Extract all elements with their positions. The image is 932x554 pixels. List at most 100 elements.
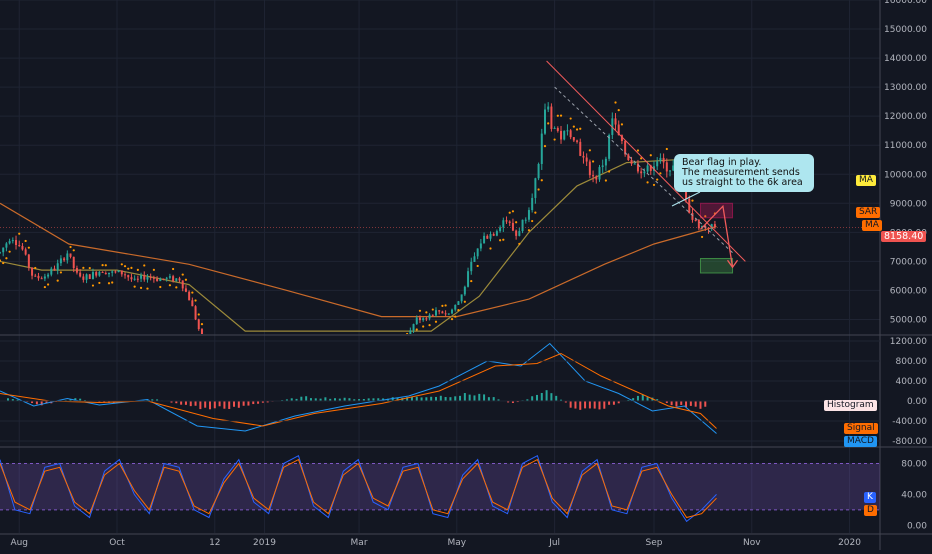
- candle-body: [28, 255, 30, 268]
- sar-dot: [512, 210, 514, 212]
- histogram-bar: [300, 397, 302, 401]
- candle-body: [489, 234, 491, 239]
- sar-dot: [73, 249, 75, 251]
- candle-body: [544, 109, 546, 133]
- histogram-bar: [454, 396, 456, 401]
- last-price-tag: 8158.40: [881, 231, 926, 242]
- ma-mid-tag: MA: [862, 220, 882, 231]
- candle-body: [44, 276, 46, 278]
- candle-body: [605, 159, 607, 166]
- candle-body: [41, 278, 43, 279]
- stoch-tick-label: 40.00: [901, 490, 927, 500]
- macd-tick-label: -800.00: [892, 437, 927, 447]
- sar-dot: [28, 247, 30, 249]
- sar-tag: SAR: [856, 207, 880, 218]
- candle-body: [121, 270, 123, 274]
- price-tick-label: 15000.00: [884, 25, 927, 35]
- candle-body: [182, 280, 184, 288]
- sar-dot: [69, 246, 71, 248]
- histogram-bar: [589, 401, 591, 408]
- candle-body: [166, 278, 168, 279]
- candle-body: [691, 213, 693, 220]
- candle-body: [541, 134, 543, 164]
- candle-body: [666, 162, 668, 171]
- candle-body: [592, 175, 594, 176]
- macd-tick-label: -400.00: [892, 417, 927, 427]
- candle-body: [608, 135, 610, 159]
- candle-body: [451, 310, 453, 314]
- candle-body: [111, 271, 113, 272]
- candle-body: [105, 273, 107, 274]
- candle-body: [429, 315, 431, 319]
- candle-body: [21, 246, 23, 249]
- candle-body: [31, 268, 33, 276]
- candle-body: [477, 248, 479, 256]
- candle-body: [656, 161, 658, 166]
- macd-tick-label: 800.00: [896, 357, 928, 367]
- sar-dot: [201, 323, 203, 325]
- histogram-bar: [421, 397, 423, 401]
- candle-body: [698, 220, 700, 228]
- price-tick-label: 10000.00: [884, 170, 927, 180]
- candle-body: [175, 278, 177, 281]
- x-tick-label: Mar: [351, 538, 368, 548]
- sar-dot: [557, 115, 559, 117]
- candle-body: [695, 220, 697, 221]
- histogram-bar: [430, 397, 432, 401]
- candle-body: [118, 270, 120, 272]
- candle-body: [560, 131, 562, 140]
- histogram-bar: [536, 395, 538, 401]
- sar-dot: [650, 154, 652, 156]
- sar-dot: [441, 305, 443, 307]
- candle-body: [195, 306, 197, 319]
- histogram-bar: [699, 401, 701, 409]
- x-tick-label: Nov: [743, 538, 761, 548]
- sar-dot: [60, 271, 62, 273]
- sar-dot: [547, 122, 549, 124]
- candle-body: [86, 274, 88, 280]
- candle-body: [179, 278, 181, 280]
- candle-body: [413, 324, 415, 330]
- sar-dot: [589, 149, 591, 151]
- candle-body: [2, 248, 4, 253]
- sar-dot: [554, 138, 556, 140]
- price-tick-label: 7000.00: [890, 257, 927, 267]
- histogram-bar: [541, 393, 543, 401]
- histogram-bar: [594, 401, 596, 409]
- histogram-bar: [608, 401, 610, 405]
- candle-body: [422, 318, 424, 320]
- sar-dot: [5, 257, 7, 259]
- histogram-bar: [219, 401, 221, 406]
- histogram-bar: [671, 401, 673, 405]
- histogram-bar: [531, 396, 533, 401]
- candle-body: [140, 275, 142, 279]
- candle-body: [102, 272, 104, 273]
- histogram-bar: [579, 401, 581, 410]
- price-tick-label: 14000.00: [884, 54, 927, 64]
- candle-body: [464, 287, 466, 295]
- price-tick-label: 6000.00: [890, 286, 927, 296]
- histogram-bar: [570, 401, 572, 408]
- histogram-bar: [478, 394, 480, 401]
- candle-body: [631, 160, 633, 164]
- candle-body: [60, 258, 62, 263]
- sar-dot: [451, 318, 453, 320]
- candle-body: [496, 231, 498, 236]
- histogram-bar: [613, 401, 615, 405]
- candle-body: [53, 269, 55, 271]
- histogram-bar: [483, 394, 485, 401]
- histogram-bar: [469, 395, 471, 401]
- sar-dot: [435, 321, 437, 323]
- annotation-callout[interactable]: Bear flag in play. The measurement sends…: [674, 154, 814, 192]
- candle-body: [127, 275, 129, 277]
- candle-body: [615, 118, 617, 124]
- sar-dot: [146, 287, 148, 289]
- candle-body: [502, 220, 504, 227]
- sar-dot: [576, 128, 578, 130]
- candle-body: [663, 158, 665, 162]
- histogram-bar: [204, 401, 206, 408]
- histogram-bar: [305, 396, 307, 401]
- candle-body: [448, 313, 450, 314]
